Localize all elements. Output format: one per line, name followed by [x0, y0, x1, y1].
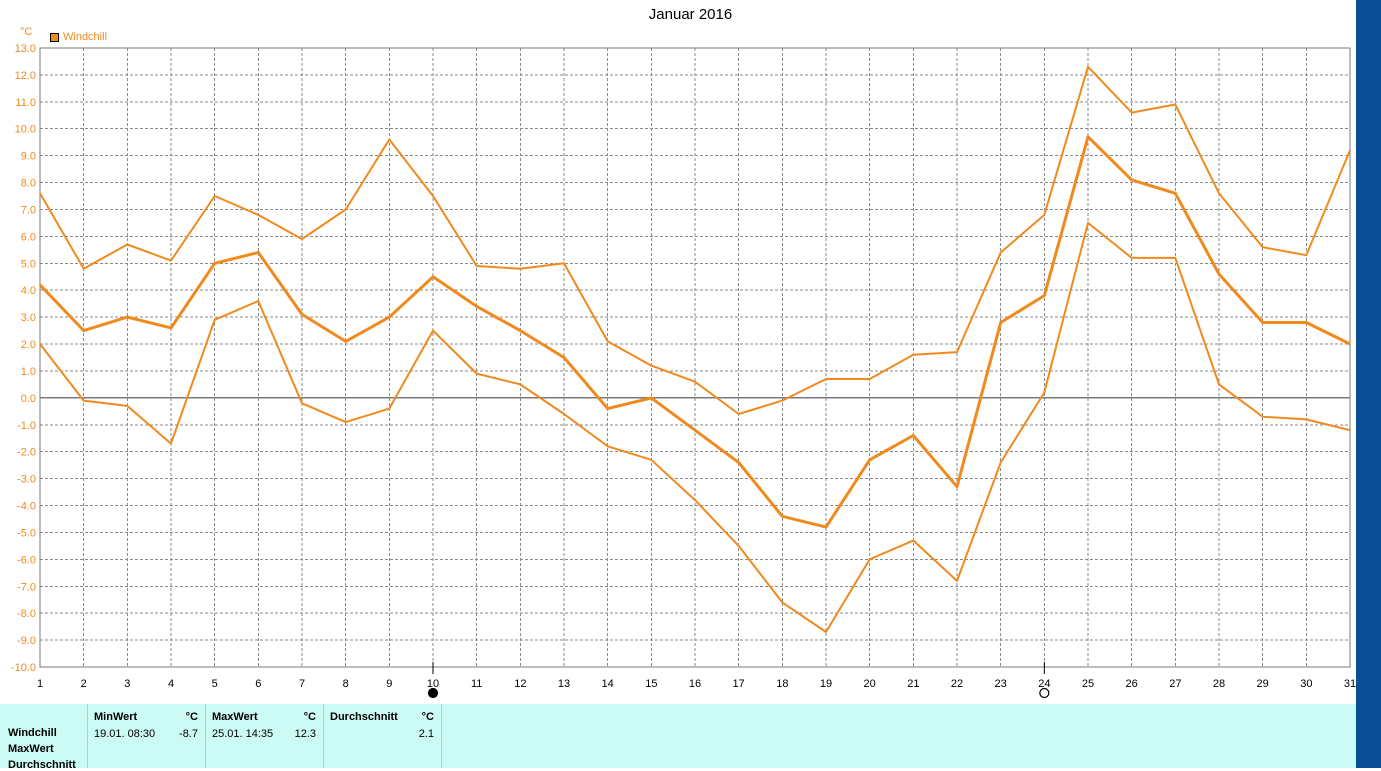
- x-tick-label: 6: [255, 678, 261, 690]
- x-tick-label: 3: [124, 678, 130, 690]
- y-tick-label: -4.0: [17, 501, 36, 513]
- x-tick-label: 9: [386, 678, 392, 690]
- y-tick-label: 10.0: [15, 124, 36, 136]
- series-line-min: [39, 221, 1351, 633]
- x-tick-label: 10: [427, 678, 439, 690]
- x-tick-label: 27: [1169, 678, 1181, 690]
- y-tick-label: 8.0: [21, 178, 36, 190]
- y-tick-label: -2.0: [17, 447, 36, 459]
- x-tick-label: 7: [299, 678, 305, 690]
- y-tick-label: 9.0: [21, 151, 36, 163]
- stats-col-max: MaxWert °C 25.01. 14:35 12.3: [206, 704, 324, 768]
- y-tick-label: 6.0: [21, 231, 36, 243]
- x-tick-label: 30: [1300, 678, 1312, 690]
- x-tick-label: 8: [343, 678, 349, 690]
- x-tick-label: 1: [37, 678, 43, 690]
- series-line-avg: [38, 135, 1351, 529]
- x-tick-label: 15: [645, 678, 657, 690]
- y-tick-label: -9.0: [17, 635, 36, 647]
- x-tick-label: 12: [514, 678, 526, 690]
- stats-cell-value: 12.3: [294, 728, 316, 740]
- stats-col-header: MinWert: [94, 711, 138, 723]
- stats-col-avg: Durchschnitt °C 2.1: [324, 704, 442, 768]
- x-tick-label: 22: [951, 678, 963, 690]
- x-tick-label: 16: [689, 678, 701, 690]
- x-tick-label: 21: [907, 678, 919, 690]
- x-tick-label: 13: [558, 678, 570, 690]
- legend-label: Windchill: [63, 31, 108, 43]
- legend-swatch: [50, 33, 59, 42]
- stats-col-min: MinWert °C 19.01. 08:30 -8.7: [88, 704, 206, 768]
- y-tick-label: -7.0: [17, 581, 36, 593]
- x-tick-label: 18: [776, 678, 788, 690]
- plot-frame: [39, 47, 1351, 668]
- stats-cell-value: -8.7: [179, 728, 198, 740]
- y-tick-label: 7.0: [21, 204, 36, 216]
- stats-col-header: MaxWert: [212, 711, 258, 723]
- x-tick-label: 28: [1213, 678, 1225, 690]
- x-tick-label: 4: [168, 678, 174, 690]
- y-tick-label: 11.0: [15, 97, 36, 109]
- y-tick-label: 12.0: [15, 70, 36, 82]
- chart-title: Januar 2016: [648, 6, 733, 23]
- y-tick-label: 0.0: [21, 393, 36, 405]
- y-tick-label: 1.0: [21, 366, 36, 378]
- full-moon-icon: [1039, 687, 1050, 699]
- stats-row-label-maxwert: MaxWert: [8, 743, 54, 755]
- x-tick-label: 29: [1257, 678, 1269, 690]
- stats-col-unit: °C: [185, 711, 198, 723]
- stats-col-header: Durchschnitt: [330, 711, 398, 723]
- x-tick-label: 14: [602, 678, 614, 690]
- stats-panel: Windchill MaxWert Durchschnitt MinWert °…: [0, 704, 1356, 771]
- x-tick-label: 11: [471, 678, 482, 690]
- y-tick-label: 5.0: [21, 258, 36, 270]
- x-tick-label: 5: [212, 678, 218, 690]
- y-tick-label: -3.0: [17, 474, 36, 486]
- x-tick-label: 20: [864, 678, 876, 690]
- x-tick-label: 24: [1038, 678, 1050, 690]
- y-tick-label: -10.0: [11, 662, 36, 674]
- x-tick-label: 23: [995, 678, 1007, 690]
- x-tick-label: 25: [1082, 678, 1094, 690]
- y-tick-label: 13.0: [15, 43, 36, 55]
- stats-col-unit: °C: [421, 711, 434, 723]
- series-line-max: [39, 65, 1351, 415]
- new-moon-icon: [427, 687, 439, 699]
- y-tick-label: 3.0: [21, 312, 36, 324]
- x-tick-label: 19: [820, 678, 832, 690]
- stats-cell-date: 25.01. 14:35: [212, 728, 274, 740]
- stats-row-label-windchill: Windchill: [8, 727, 57, 739]
- y-tick-label: -6.0: [17, 554, 36, 566]
- y-tick-label: -8.0: [17, 608, 36, 620]
- y-unit-label: °C: [20, 26, 33, 38]
- y-tick-label: -5.0: [17, 527, 36, 539]
- window-edge: [1356, 0, 1381, 768]
- stats-cell-date: 19.01. 08:30: [94, 728, 156, 740]
- x-tick-label: 2: [81, 678, 87, 690]
- chart-plot: -10.0 -9.0 -8.0 -7.0 -6.0 -5.0 -4.0 -3.0 -2.0 -1.…: [11, 43, 1356, 699]
- stats-col-unit: °C: [303, 711, 316, 723]
- y-tick-label: 4.0: [21, 285, 36, 297]
- stats-cell-value: 2.1: [418, 728, 434, 740]
- stats-label-column: [0, 704, 88, 768]
- y-tick-label: 2.0: [21, 339, 36, 351]
- x-tick-label: 26: [1126, 678, 1138, 690]
- x-tick-label: 17: [733, 678, 745, 690]
- x-tick-label: 31: [1344, 678, 1356, 690]
- y-tick-label: -1.0: [17, 420, 36, 432]
